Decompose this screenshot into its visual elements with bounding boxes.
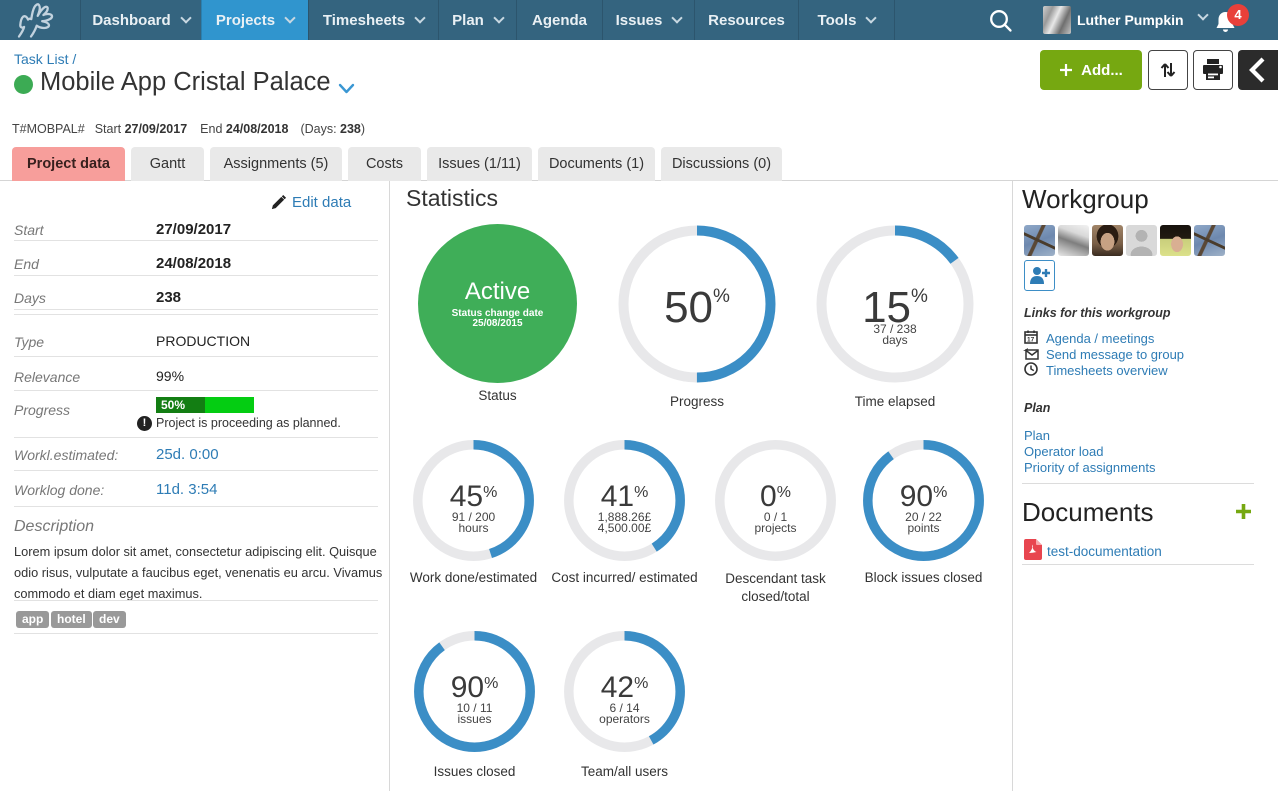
svg-text:17: 17	[1027, 337, 1035, 344]
